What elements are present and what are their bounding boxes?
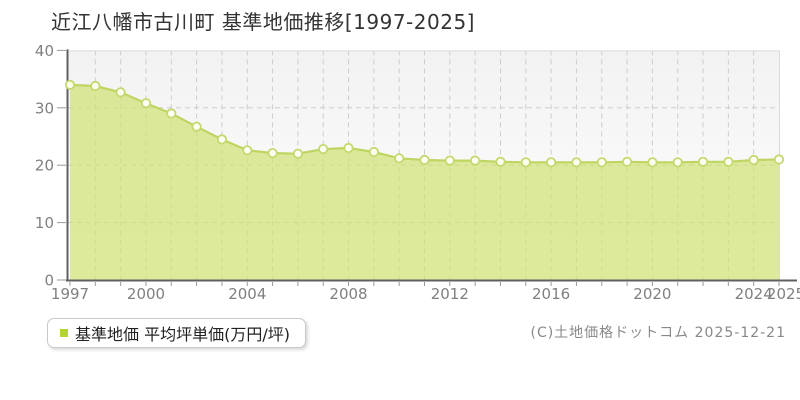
data-point[interactable] bbox=[267, 148, 278, 159]
data-point[interactable] bbox=[697, 156, 709, 167]
data-point[interactable] bbox=[773, 154, 785, 165]
data-point[interactable] bbox=[419, 154, 430, 166]
data-point[interactable] bbox=[520, 157, 531, 168]
svg-text:2000: 2000 bbox=[127, 285, 165, 303]
svg-text:10: 10 bbox=[35, 214, 54, 232]
data-point[interactable] bbox=[672, 157, 683, 168]
x-axis-labels: 1997 2000 2004 2008 2012 2016 2020 20242025 bbox=[51, 285, 800, 303]
data-point[interactable] bbox=[216, 134, 227, 145]
y-axis-labels: 0 10 20 30 40 bbox=[35, 42, 54, 290]
data-point[interactable] bbox=[368, 146, 379, 158]
svg-text:1997: 1997 bbox=[51, 285, 89, 303]
data-point[interactable] bbox=[469, 155, 481, 166]
data-point[interactable] bbox=[444, 155, 455, 166]
data-point[interactable] bbox=[748, 154, 759, 166]
axis-ticks bbox=[57, 49, 780, 286]
data-point[interactable] bbox=[140, 98, 152, 109]
data-point[interactable] bbox=[495, 156, 506, 167]
data-point[interactable] bbox=[394, 153, 405, 164]
data-point[interactable] bbox=[343, 142, 354, 154]
data-point[interactable] bbox=[318, 144, 329, 155]
data-point[interactable] bbox=[621, 156, 633, 167]
svg-text:2020: 2020 bbox=[633, 285, 671, 303]
svg-text:0: 0 bbox=[44, 272, 54, 290]
data-point[interactable] bbox=[191, 121, 202, 132]
legend-label: 基準地価 平均坪単価(万円/坪) bbox=[75, 325, 290, 344]
svg-text:40: 40 bbox=[35, 42, 54, 60]
data-point[interactable] bbox=[166, 108, 177, 119]
data-points bbox=[64, 79, 785, 168]
plot-border bbox=[67, 50, 780, 280]
data-point[interactable] bbox=[90, 80, 101, 92]
data-point[interactable] bbox=[596, 157, 607, 168]
svg-text:2012: 2012 bbox=[431, 285, 469, 303]
svg-text:30: 30 bbox=[35, 99, 54, 117]
chart-title: 近江八幡市古川町 基準地価推移[1997-2025] bbox=[51, 10, 475, 34]
data-point[interactable] bbox=[292, 148, 303, 159]
svg-text:20: 20 bbox=[35, 157, 54, 175]
area-fill bbox=[70, 84, 779, 280]
data-point[interactable] bbox=[571, 157, 582, 168]
svg-text:2008: 2008 bbox=[329, 285, 367, 303]
svg-text:2025: 2025 bbox=[767, 285, 800, 303]
data-point[interactable] bbox=[242, 145, 253, 156]
copyright-text: (C)土地価格ドットコム 2025-12-21 bbox=[530, 325, 786, 341]
data-point[interactable] bbox=[545, 157, 557, 168]
legend-marker-icon bbox=[60, 329, 68, 337]
legend: 基準地価 平均坪単価(万円/坪) bbox=[47, 318, 306, 348]
data-point[interactable] bbox=[647, 157, 658, 168]
svg-text:2016: 2016 bbox=[532, 285, 570, 303]
svg-text:2024: 2024 bbox=[735, 285, 773, 303]
data-point[interactable] bbox=[723, 156, 734, 167]
data-point[interactable] bbox=[115, 87, 126, 98]
svg-text:2004: 2004 bbox=[228, 285, 266, 303]
data-point[interactable] bbox=[64, 79, 76, 90]
